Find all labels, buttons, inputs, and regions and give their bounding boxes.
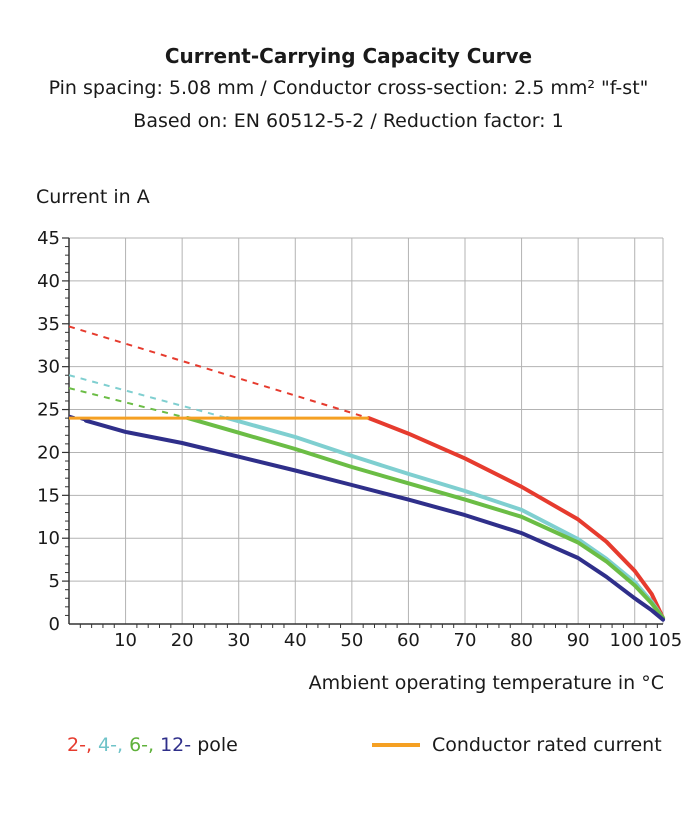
y-tick-label-35: 35 — [37, 314, 60, 335]
legend-poles: 2-, 4-, 6-, 12- pole — [67, 734, 238, 756]
chart-subtitle-2: Based on: EN 60512-5-2 / Reduction facto… — [133, 110, 564, 132]
y-tick-label-40: 40 — [37, 271, 60, 292]
legend-pole-2: 2-, — [67, 734, 92, 756]
x-tick-label-90: 90 — [567, 630, 590, 651]
y-tick-label-30: 30 — [37, 357, 60, 378]
legend-rated-label: Conductor rated current — [432, 734, 662, 756]
grid-lines — [69, 237, 664, 624]
x-tick-label-100: 100 — [610, 630, 644, 651]
minor-ticks — [62, 237, 658, 628]
x-tick-label-80: 80 — [510, 630, 533, 651]
series-4-pole-extrapolated — [68, 374, 228, 420]
x-tick-label-30: 30 — [227, 630, 250, 651]
x-tick-label-50: 50 — [340, 630, 363, 651]
y-tick-label-0: 0 — [49, 614, 60, 635]
legend-pole-4: 4-, — [98, 734, 124, 756]
tick-labels: 0 5 10 15 20 25 30 35 40 45 10 20 30 40 50 60 70 80 90 100 1… — [37, 228, 682, 651]
series-12-pole-line — [84, 418, 665, 622]
x-tick-label-60: 60 — [397, 630, 420, 651]
y-axis-label: Current in A — [36, 186, 150, 208]
x-tick-label-20: 20 — [171, 630, 194, 651]
legend-pole-suffix: pole — [197, 734, 238, 756]
legend-rated-swatch — [372, 743, 420, 747]
y-tick-label-20: 20 — [37, 442, 60, 463]
x-axis-label: Ambient operating temperature in °C — [308, 672, 664, 694]
series-2-pole-line — [366, 416, 665, 620]
y-tick-label-25: 25 — [37, 400, 60, 421]
y-tick-label-5: 5 — [49, 571, 60, 592]
legend-rated-current: Conductor rated current — [372, 734, 662, 756]
y-tick-label-15: 15 — [37, 485, 60, 506]
legend-pole-12: 12- — [160, 734, 192, 756]
chart-title: Current-Carrying Capacity Curve — [164, 44, 533, 68]
y-tick-label-45: 45 — [37, 228, 60, 249]
series-layer — [68, 325, 665, 622]
series-2-pole-extrapolated — [68, 325, 370, 420]
series-12-pole-extrapolated — [68, 414, 87, 422]
x-tick-label-105: 105 — [648, 630, 682, 651]
x-tick-label-40: 40 — [284, 630, 307, 651]
legend-pole-6: 6-, — [129, 734, 155, 756]
x-tick-label-10: 10 — [114, 630, 137, 651]
chart-subtitle-1: Pin spacing: 5.08 mm / Conductor cross-s… — [48, 77, 649, 99]
series-6-pole-extrapolated — [68, 387, 189, 420]
series-6-pole-line — [185, 416, 665, 620]
axes — [68, 238, 663, 625]
y-tick-label-10: 10 — [37, 528, 60, 549]
x-tick-label-70: 70 — [454, 630, 477, 651]
